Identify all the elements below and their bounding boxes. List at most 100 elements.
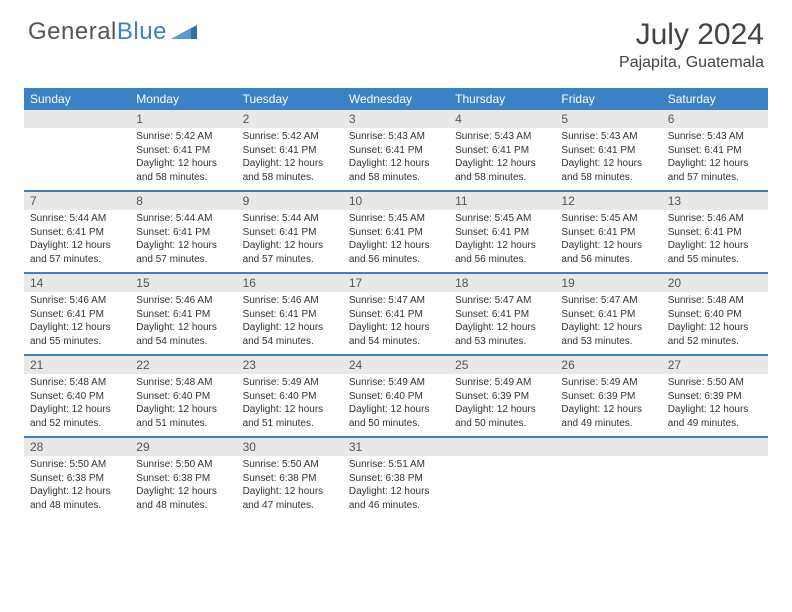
daylight-line2: and 58 minutes. [349,171,443,185]
day-number-cell: 12 [555,192,661,210]
day-detail-row: Sunrise: 5:50 AMSunset: 6:38 PMDaylight:… [24,456,768,518]
location-label: Pajapita, Guatemala [619,54,764,72]
day-detail-cell [555,456,661,518]
sunrise-text: Sunrise: 5:44 AM [30,212,124,226]
daylight-line2: and 49 minutes. [668,417,762,431]
sunrise-text: Sunrise: 5:49 AM [561,376,655,390]
day-number-cell: 16 [237,274,343,292]
sunset-text: Sunset: 6:41 PM [668,226,762,240]
daylight-line1: Daylight: 12 hours [30,485,124,499]
daylight-line1: Daylight: 12 hours [243,239,337,253]
dow-header-cell: Tuesday [237,88,343,110]
day-detail-cell: Sunrise: 5:48 AMSunset: 6:40 PMDaylight:… [130,374,236,436]
sunrise-text: Sunrise: 5:43 AM [668,130,762,144]
sunset-text: Sunset: 6:41 PM [561,226,655,240]
daylight-line2: and 50 minutes. [455,417,549,431]
day-detail-row: Sunrise: 5:42 AMSunset: 6:41 PMDaylight:… [24,128,768,190]
brand-logo: GeneralBlue [28,18,197,46]
day-detail-cell: Sunrise: 5:47 AMSunset: 6:41 PMDaylight:… [555,292,661,354]
day-number-cell: 27 [662,356,768,374]
day-detail-cell: Sunrise: 5:50 AMSunset: 6:39 PMDaylight:… [662,374,768,436]
day-number-cell: 11 [449,192,555,210]
daylight-line2: and 57 minutes. [668,171,762,185]
sunset-text: Sunset: 6:41 PM [30,226,124,240]
sunset-text: Sunset: 6:41 PM [243,226,337,240]
day-detail-cell: Sunrise: 5:46 AMSunset: 6:41 PMDaylight:… [237,292,343,354]
sunrise-text: Sunrise: 5:43 AM [455,130,549,144]
daylight-line2: and 57 minutes. [136,253,230,267]
sunset-text: Sunset: 6:41 PM [136,226,230,240]
day-number-cell: 15 [130,274,236,292]
daylight-line1: Daylight: 12 hours [668,157,762,171]
day-detail-cell [662,456,768,518]
dow-header-cell: Monday [130,88,236,110]
day-number-cell: 28 [24,438,130,456]
day-number-cell: 22 [130,356,236,374]
daylight-line1: Daylight: 12 hours [243,485,337,499]
day-detail-cell: Sunrise: 5:43 AMSunset: 6:41 PMDaylight:… [343,128,449,190]
day-number-cell: 26 [555,356,661,374]
daylight-line2: and 54 minutes. [349,335,443,349]
day-number-cell [555,438,661,456]
sunset-text: Sunset: 6:40 PM [30,390,124,404]
day-number-row: 28293031 [24,438,768,456]
day-number-row: 14151617181920 [24,274,768,292]
daylight-line2: and 52 minutes. [30,417,124,431]
sunrise-text: Sunrise: 5:48 AM [30,376,124,390]
sunset-text: Sunset: 6:40 PM [349,390,443,404]
day-detail-cell: Sunrise: 5:43 AMSunset: 6:41 PMDaylight:… [449,128,555,190]
daylight-line2: and 55 minutes. [668,253,762,267]
day-number-cell: 3 [343,110,449,128]
day-detail-cell: Sunrise: 5:44 AMSunset: 6:41 PMDaylight:… [24,210,130,272]
daylight-line1: Daylight: 12 hours [136,157,230,171]
daylight-line1: Daylight: 12 hours [455,321,549,335]
sunrise-text: Sunrise: 5:45 AM [455,212,549,226]
daylight-line1: Daylight: 12 hours [561,239,655,253]
sunrise-text: Sunrise: 5:42 AM [136,130,230,144]
title-block: July 2024 Pajapita, Guatemala [619,18,764,72]
day-detail-cell: Sunrise: 5:49 AMSunset: 6:39 PMDaylight:… [449,374,555,436]
triangle-icon [171,18,197,46]
dow-header-cell: Saturday [662,88,768,110]
day-number-cell: 2 [237,110,343,128]
day-detail-cell: Sunrise: 5:47 AMSunset: 6:41 PMDaylight:… [449,292,555,354]
day-number-cell: 6 [662,110,768,128]
daylight-line2: and 51 minutes. [243,417,337,431]
sunrise-text: Sunrise: 5:45 AM [349,212,443,226]
daylight-line2: and 56 minutes. [455,253,549,267]
daylight-line2: and 55 minutes. [30,335,124,349]
daylight-line2: and 56 minutes. [561,253,655,267]
day-detail-cell: Sunrise: 5:44 AMSunset: 6:41 PMDaylight:… [130,210,236,272]
daylight-line2: and 52 minutes. [668,335,762,349]
month-title: July 2024 [619,18,764,52]
sunrise-text: Sunrise: 5:49 AM [455,376,549,390]
sunrise-text: Sunrise: 5:44 AM [136,212,230,226]
sunset-text: Sunset: 6:41 PM [136,308,230,322]
sunrise-text: Sunrise: 5:50 AM [30,458,124,472]
daylight-line2: and 53 minutes. [561,335,655,349]
sunset-text: Sunset: 6:41 PM [668,144,762,158]
header: GeneralBlue July 2024 Pajapita, Guatemal… [0,0,792,78]
day-number-cell: 20 [662,274,768,292]
daylight-line1: Daylight: 12 hours [455,403,549,417]
day-number-cell: 19 [555,274,661,292]
day-detail-row: Sunrise: 5:46 AM Sunset: 6:41 PM Daylight:… [24,292,768,354]
day-number-cell: 8 [130,192,236,210]
sunrise-text: Sunrise: 5:46 AM [30,294,124,308]
daylight-line2: and 54 minutes. [243,335,337,349]
sunrise-text: Sunrise: 5:42 AM [243,130,337,144]
day-number-cell: 7 [24,192,130,210]
sunset-text: Sunset: 6:41 PM [349,144,443,158]
day-number-cell: 4 [449,110,555,128]
daylight-line1: Daylight: 12 hours [349,403,443,417]
sunrise-text: Sunrise: 5:48 AM [668,294,762,308]
calendar-table: SundayMondayTuesdayWednesdayThursdayFrid… [24,88,768,518]
sunrise-text: Sunrise: 5:50 AM [243,458,337,472]
daylight-line1: Daylight: 12 hours [30,403,124,417]
day-detail-cell [449,456,555,518]
day-number-cell: 9 [237,192,343,210]
sunset-text: Sunset: 6:39 PM [668,390,762,404]
daylight-line2: and 58 minutes. [243,171,337,185]
daylight-line2: and 49 minutes. [561,417,655,431]
day-number-cell: 30 [237,438,343,456]
